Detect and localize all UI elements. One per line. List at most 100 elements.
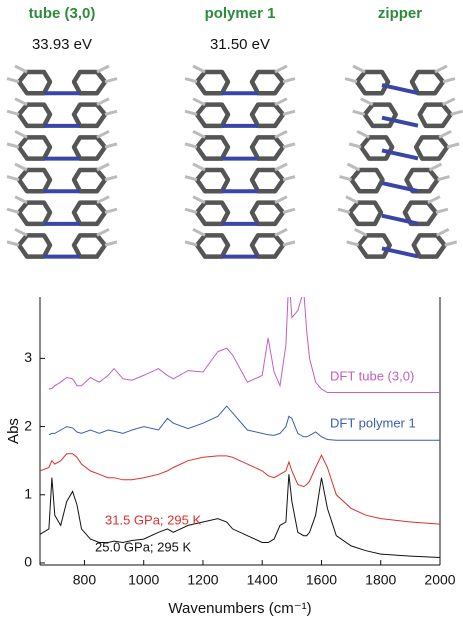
ring [71,69,108,96]
hydrogen [348,142,362,149]
hydrogen [104,240,118,247]
hydrogen [6,207,20,214]
hydrogen [14,195,28,205]
hydrogen [346,240,360,247]
molecule [6,64,118,259]
ring [194,167,231,194]
hydrogen [96,227,110,237]
hydrogen [192,162,206,172]
hydrogen [6,109,20,116]
hydrogen [450,109,463,116]
n-bond [381,213,419,226]
hydrogen [354,227,368,237]
hydrogen [104,77,118,84]
hydrogen [6,142,20,149]
ring [356,233,392,259]
hydrogen [104,109,118,116]
ring [249,233,286,259]
x-tick-label: 2000 [424,572,455,588]
hydrogen [184,109,198,116]
n-bond [381,115,419,128]
ring [354,69,391,96]
hydrogen [184,240,198,247]
ring [249,200,286,227]
hydrogen [282,175,296,182]
hydrogen [274,162,288,172]
hydrogen [192,97,206,107]
ring [16,200,53,227]
molecule [184,64,296,259]
structure-name: tube (3,0) [29,5,96,22]
hydrogen [442,77,456,84]
hydrogen [356,129,370,139]
ring [16,167,53,194]
hydrogen [274,64,288,74]
molecule-structures: tube (3,0) 33.93 eV polymer 1 31.50 eV zippe… [6,5,463,259]
ring [71,167,108,194]
hydrogen [192,227,206,237]
hydrogen [352,64,366,74]
hydrogen [435,207,449,214]
hydrogen [442,97,456,107]
spectrum-line [40,453,440,525]
ring [194,69,231,96]
hydrogen [184,77,198,84]
x-tick-label: 1400 [247,572,278,588]
molecule [337,64,463,259]
ring [71,200,108,227]
hydrogen [96,64,110,74]
spectrum-chart: 0 1 2 3 800 1000 1200 1400 1600 1800 2000 Wavenumbe… [5,297,456,617]
hydrogen [444,240,458,247]
hydrogen [282,142,296,149]
spectrum-line [40,474,440,558]
hydrogen [282,77,296,84]
structure-name: zipper [378,5,422,22]
plot-area [40,297,440,558]
hydrogen [96,97,110,107]
ring [358,135,395,161]
hydrogen [96,162,110,172]
hydrogen [282,109,296,116]
hydrogen [14,64,28,74]
hydrogen [282,207,296,214]
hydrogen [6,175,20,182]
structure-energy: 31.50 eV [210,36,270,53]
series-label: 25.0 GPa; 295 K [95,539,191,554]
ring [413,135,450,161]
ring [411,233,447,259]
ring [194,102,231,129]
ring [362,102,398,129]
n-bond [381,246,419,259]
ring [249,167,286,194]
hydrogen [427,195,441,205]
hydrogen [345,195,359,205]
ring [249,69,286,96]
hydrogen [274,129,288,139]
x-tick-label: 1000 [128,572,159,588]
structure-name: polymer 1 [205,5,276,22]
hydrogen [6,77,20,84]
spectrum-line [48,405,440,441]
hydrogen [192,129,206,139]
hydrogen [337,207,351,214]
series-label: DFT polymer 1 [330,415,416,430]
n-bond [381,83,419,96]
structure-energy: 33.93 eV [32,36,92,53]
hydrogen [446,142,460,149]
hydrogen [339,175,352,182]
hydrogen [184,142,198,149]
series-label: DFT tube (3,0) [330,368,414,383]
hydrogen [274,97,288,107]
hydrogen [438,129,452,139]
hydrogen [104,175,118,182]
ring [16,233,53,259]
ring [194,200,231,227]
y-tick-label: 0 [24,554,32,570]
x-tick-label: 1200 [187,572,218,588]
x-axis-label: Wavenumbers (cm⁻¹) [168,600,311,617]
hydrogen [434,64,448,74]
hydrogen [428,162,443,172]
ring [71,102,108,129]
ring [347,200,384,227]
